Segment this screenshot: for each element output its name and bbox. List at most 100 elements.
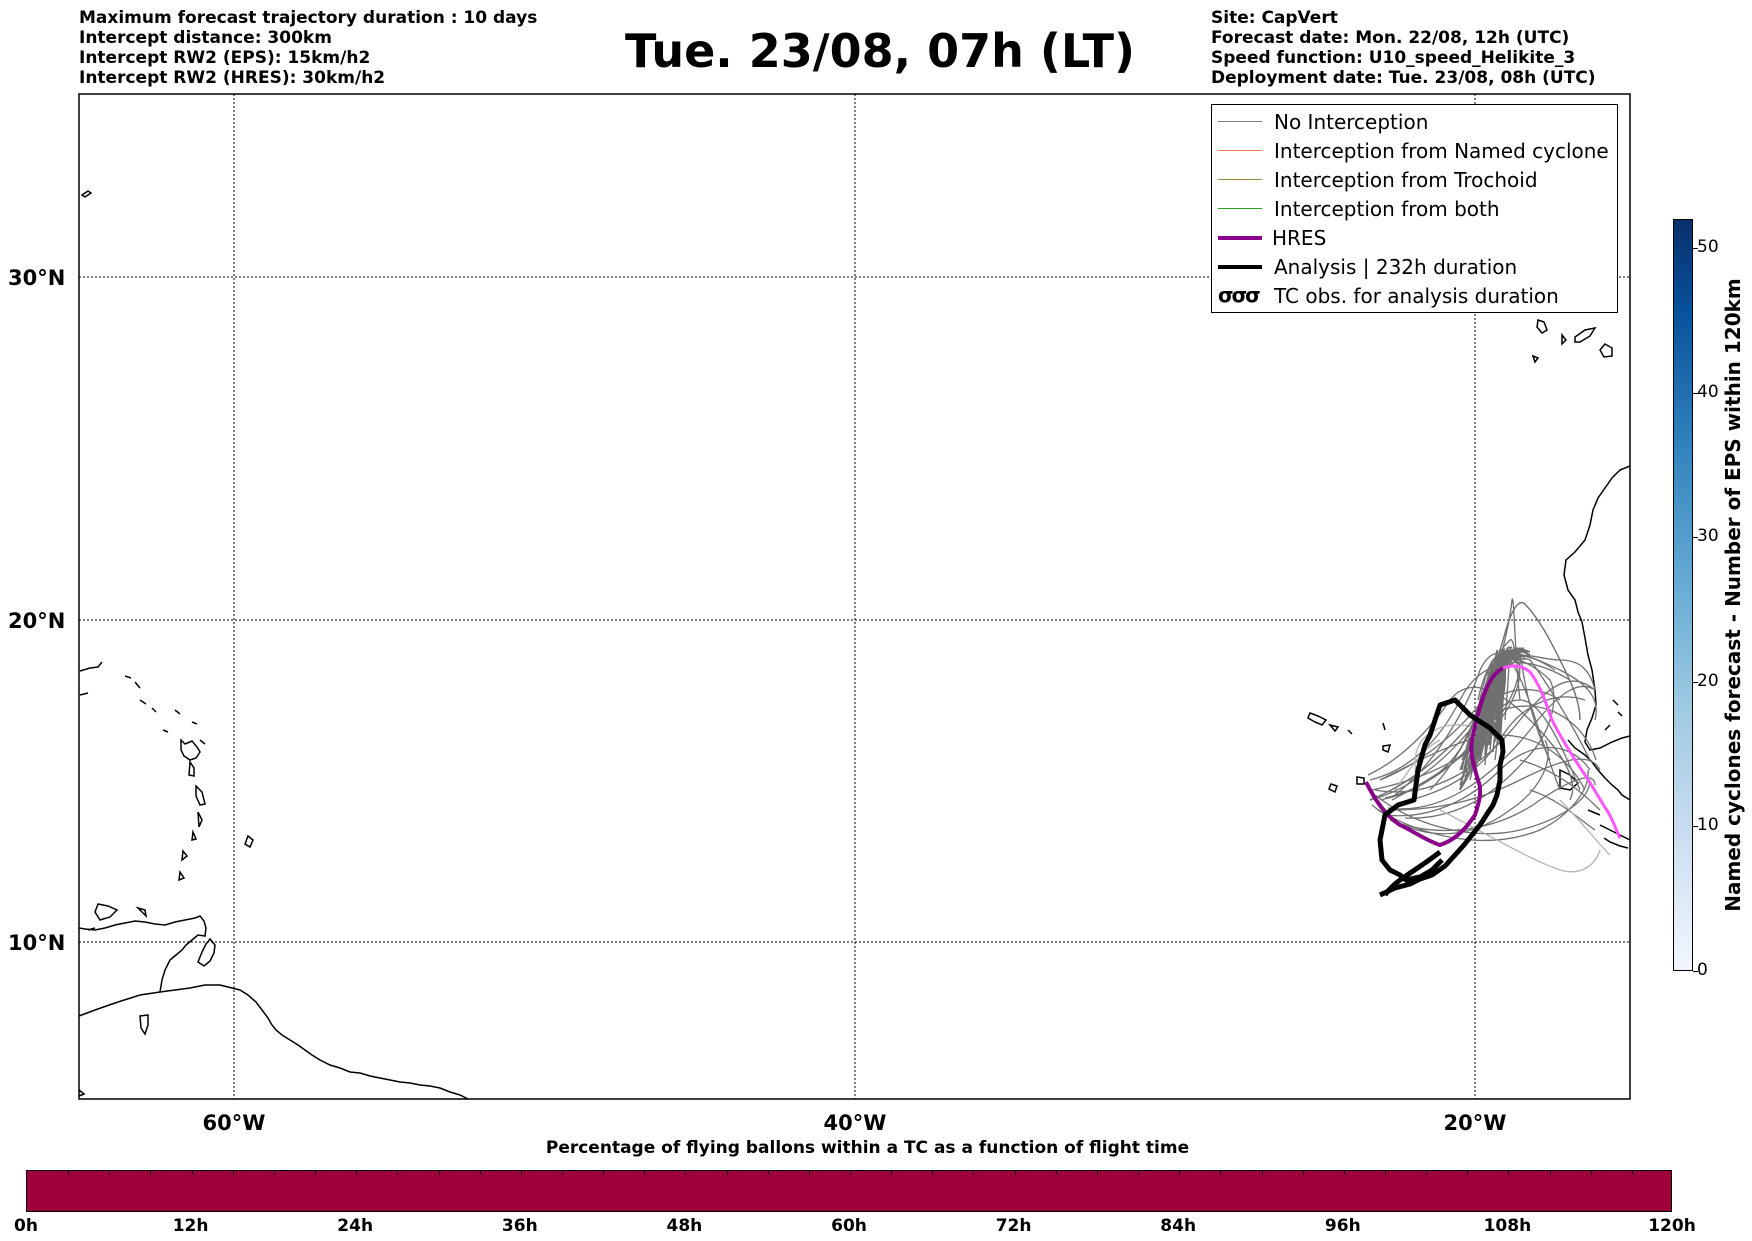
eps-trajectory — [1404, 679, 1555, 819]
colorbar-bottom-minor-tick — [1590, 1171, 1592, 1175]
eps-trajectory — [1469, 601, 1581, 781]
eps-trajectory — [1394, 652, 1561, 796]
legend-item-named-cyclone: Interception from Named cyclone — [1212, 136, 1617, 165]
legend-label: TC obs. for analysis duration — [1274, 284, 1559, 308]
colorbar-bottom-minor-tick — [397, 1171, 399, 1175]
legend-label: No Interception — [1274, 110, 1429, 134]
colorbar-bottom-title: Percentage of flying ballons within a TC… — [545, 1138, 1190, 1158]
colorbar-bottom-minor-tick — [150, 1171, 152, 1175]
colorbar-bottom-minor-tick — [767, 1171, 769, 1175]
colorbar-bottom-minor-tick — [1261, 1171, 1263, 1175]
eps-trajectory — [1394, 739, 1441, 791]
eps-trajectory — [1371, 739, 1549, 835]
legend-label: HRES — [1272, 226, 1327, 250]
colorbar-bottom-minor-tick — [438, 1171, 440, 1175]
colorbar-bottom-minor-tick — [520, 1171, 522, 1175]
header-right-info: Site: CapVert Forecast date: Mon. 22/08,… — [1211, 8, 1596, 88]
eps-trajectory — [1489, 664, 1507, 741]
colorbar-bottom-minor-tick — [850, 1171, 851, 1175]
eps-trajectory — [1491, 653, 1521, 726]
colorbar-right-tick-label: 30 — [1697, 526, 1719, 547]
legend-swatch — [1218, 121, 1262, 122]
colorbar-right-tick-mark — [1693, 971, 1698, 972]
colorbar-right-tick-label: 10 — [1697, 815, 1719, 836]
lon-label-40w: 40°W — [824, 1111, 887, 1135]
colorbar-bottom-minor-tick — [644, 1171, 646, 1175]
coastline-detail — [139, 1014, 149, 1036]
header-right-line: Speed function: U10_speed_Helikite_3 — [1211, 48, 1576, 68]
colorbar-bottom-minor-tick — [1179, 1171, 1181, 1175]
colorbar-bottom-minor-tick — [315, 1171, 317, 1175]
colorbar-right-tick-mark — [1693, 826, 1698, 828]
colorbar-bottom-minor-tick — [891, 1171, 893, 1175]
colorbar-bottom-tick-label: 24h — [337, 1216, 374, 1236]
lon-label-20w: 20°W — [1444, 1111, 1507, 1135]
islands-lesser-antilles — [178, 759, 206, 882]
coastline-detail-africa — [1587, 699, 1631, 849]
tc-obs-icon: σσσ — [1218, 283, 1261, 307]
colorbar-right-tick-label: 0 — [1697, 960, 1708, 980]
eps-trajectory-north-extreme — [1491, 653, 1521, 726]
colorbar-right-tick-label: 20 — [1697, 670, 1719, 691]
coastline-south-america — [78, 984, 469, 1100]
lat-label-20n: 20°N — [8, 609, 65, 633]
colorbar-bottom-minor-tick — [1302, 1171, 1304, 1175]
coastline-gambia — [1559, 768, 1580, 791]
colorbar-right-tick-mark — [1693, 681, 1698, 683]
colorbar-bottom-tick-label: 72h — [995, 1216, 1032, 1236]
coastline-corner — [78, 1089, 86, 1097]
eps-trajectory — [1369, 661, 1571, 781]
colorbar-bottom-minor-tick — [356, 1171, 358, 1175]
coastline-africa — [1307, 319, 1631, 849]
eps-trajectory-tall-excursion — [1491, 652, 1526, 731]
eps-trajectory — [1519, 759, 1601, 811]
colorbar-bottom-tick-label: 60h — [831, 1216, 867, 1236]
colorbar-bottom-minor-tick — [1096, 1171, 1098, 1175]
colorbar-bottom-minor-tick — [479, 1171, 481, 1175]
eps-trajectory — [1439, 809, 1601, 873]
colorbar-right-tick-mark — [1693, 392, 1698, 394]
colorbar-bottom-minor-tick — [1549, 1171, 1551, 1175]
legend: No Interception Interception from Named … — [1211, 104, 1618, 313]
header-right-line: Site: CapVert — [1211, 8, 1338, 28]
island-trinidad — [197, 937, 216, 967]
legend-item-hres: HRES — [1212, 223, 1617, 252]
analysis-trajectory — [1377, 697, 1506, 898]
header-left-line: Intercept RW2 (HRES): 30km/h2 — [79, 68, 386, 88]
eps-trajectory — [1391, 652, 1551, 801]
colorbar-right-label: Named cyclones forecast - Number of EPS … — [1721, 278, 1745, 912]
colorbar-bottom-minor-tick — [1220, 1171, 1222, 1175]
colorbar-bottom-minor-tick — [808, 1171, 810, 1175]
colorbar-bottom-minor-tick — [603, 1171, 605, 1175]
colorbar-bottom-tick-label: 12h — [172, 1216, 209, 1236]
colorbar-bottom-minor-tick — [1426, 1171, 1428, 1175]
legend-swatch — [1218, 150, 1262, 151]
legend-item-both: Interception from both — [1212, 194, 1617, 223]
legend-item-tc-obs: σσσ TC obs. for analysis duration — [1212, 281, 1617, 310]
legend-swatch — [1218, 265, 1262, 269]
colorbar-bottom-minor-tick — [932, 1171, 934, 1175]
legend-label: Interception from both — [1274, 197, 1500, 221]
legend-label: Interception from Named cyclone — [1274, 139, 1609, 163]
coastline-venezuela — [78, 915, 207, 993]
colorbar-bottom-minor-tick — [726, 1171, 728, 1175]
eps-trajectory — [1504, 658, 1551, 681]
eps-trajectories-light — [1394, 724, 1611, 873]
colorbar-bottom-tick-label: 0h — [14, 1216, 38, 1236]
colorbar-bottom-tick-label: 36h — [501, 1216, 538, 1236]
hres-trajectory — [1364, 664, 1622, 848]
colorbar-bottom-minor-tick — [191, 1171, 193, 1175]
islands-antilles — [79, 661, 206, 745]
islands-abc — [87, 903, 148, 931]
header-right-line: Forecast date: Mon. 22/08, 12h (UTC) — [1211, 28, 1570, 48]
map-title: Tue. 23/08, 07h (LT) — [625, 24, 1135, 78]
colorbar-bottom-minor-tick — [1631, 1171, 1633, 1175]
colorbar-right-tick-mark — [1693, 537, 1698, 539]
colorbar-flight-time — [26, 1170, 1672, 1212]
coastline-guinea — [1567, 739, 1631, 801]
colorbar-bottom-minor-tick — [109, 1171, 111, 1175]
lon-label-60w: 60°W — [203, 1111, 266, 1135]
island-barbados — [244, 834, 254, 849]
header-left-line: Maximum forecast trajectory duration : 1… — [79, 8, 538, 28]
coastline-caribbean — [78, 190, 469, 1100]
